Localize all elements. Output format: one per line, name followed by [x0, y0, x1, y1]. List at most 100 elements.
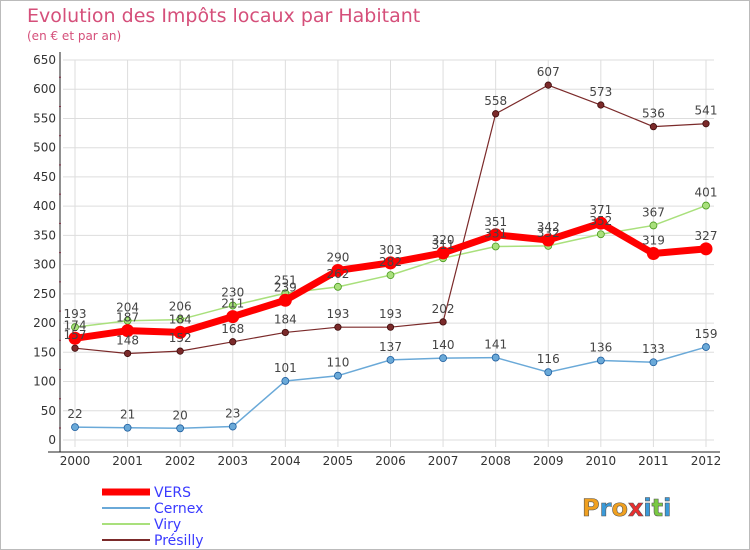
presilly-data-label: 193	[379, 307, 402, 321]
vers-point	[489, 228, 503, 242]
presilly-point	[176, 347, 184, 355]
viry-point	[334, 282, 342, 291]
viry-data-label: 251	[274, 273, 297, 287]
logo-text: Proxiti	[582, 494, 671, 522]
vers-data-label: 327	[695, 229, 718, 243]
viry-point	[71, 323, 79, 332]
vers-point	[436, 246, 450, 260]
cernex-data-label: 101	[274, 361, 297, 375]
y-tick-label: 200	[33, 316, 56, 330]
cernex-point	[71, 423, 79, 432]
cernex-data-label: 22	[67, 407, 82, 421]
data-labels: 22 21 20 23 101 110 137 140 141 116 136 133 159 193 20…	[64, 65, 718, 422]
vers-data-label: 320	[432, 233, 455, 247]
presilly-point	[123, 349, 132, 358]
vers-data-label: 187	[116, 311, 139, 325]
y-tick-label: 50	[41, 404, 56, 418]
viry-point	[386, 271, 395, 280]
presilly-point	[386, 323, 395, 331]
cernex-data-label: 21	[120, 408, 135, 422]
presilly-data-label: 202	[432, 302, 455, 316]
cernex-data-label: 140	[432, 338, 455, 352]
cernex-point	[281, 377, 290, 385]
viry-point	[649, 221, 658, 230]
vers-point	[121, 324, 135, 338]
legend-label: Cernex	[154, 501, 203, 517]
viry-point	[176, 315, 185, 324]
presilly-data-label: 148	[116, 333, 139, 347]
presilly-point	[439, 318, 447, 326]
presilly-data-label: 607	[537, 65, 560, 79]
y-tick-label: 300	[33, 258, 56, 272]
y-tick-label: 250	[33, 287, 56, 301]
x-tick-label: 2002	[165, 454, 196, 468]
presilly-data-label: 152	[169, 331, 192, 345]
y-tick-label: 0	[48, 433, 56, 447]
viry-data-label: 282	[379, 255, 402, 269]
cernex-data-label: 110	[326, 356, 349, 370]
x-tick-label: 2009	[533, 454, 564, 468]
cernex-point	[176, 424, 185, 433]
presilly-data-label: 573	[589, 85, 612, 99]
vers-point	[594, 216, 608, 230]
cernex-point	[228, 422, 237, 431]
cernex-point	[491, 353, 500, 362]
vers-point	[173, 325, 187, 339]
presilly-point	[649, 123, 658, 131]
vers-data-label: 211	[221, 297, 244, 311]
proxiti-logo: Proxiti	[582, 494, 672, 523]
viry-data-label: 262	[326, 267, 349, 281]
x-tick-label: 2008	[480, 454, 511, 468]
y-tick-label: 450	[33, 170, 56, 184]
presilly-point	[334, 323, 342, 331]
cernex-point	[439, 354, 447, 363]
presilly-data-label: 536	[642, 107, 665, 121]
vers-data-label: 371	[589, 203, 612, 217]
cernex-data-label: 136	[589, 340, 612, 354]
cernex-data-label: 116	[537, 352, 560, 366]
x-tick-label: 2005	[323, 454, 354, 468]
presilly-data-label: 184	[274, 312, 297, 326]
cernex-point	[544, 368, 553, 377]
grid	[63, 59, 714, 447]
x-tick-label: 2010	[586, 454, 617, 468]
presilly-data-label: 541	[695, 104, 718, 118]
viry-data-label: 332	[537, 226, 560, 240]
cernex-data-label: 159	[695, 327, 718, 341]
x-tick-label: 2004	[270, 454, 301, 468]
y-tick-label: 100	[33, 375, 56, 389]
viry-data-label: 204	[116, 301, 139, 315]
presilly-point	[229, 338, 237, 346]
chart-title: Evolution des Impôts locaux par Habitant	[27, 5, 420, 27]
x-tick-label: 2012	[691, 454, 722, 468]
viry-data-label: 206	[169, 300, 192, 314]
vers-point	[384, 256, 397, 270]
vers-data-label: 342	[537, 220, 560, 234]
viry-data-label: 311	[432, 238, 455, 252]
legend-label: Viry	[154, 517, 181, 533]
viry-point	[228, 301, 237, 310]
viry-data-label: 367	[642, 205, 665, 219]
chart-subtitle: (en € et par an)	[27, 29, 121, 43]
presilly-point	[597, 101, 605, 109]
x-tick-label: 2003	[217, 454, 248, 468]
vers-data-label: 290	[326, 250, 349, 264]
cernex-data-label: 23	[225, 407, 240, 421]
presilly-point	[544, 81, 552, 89]
y-tick-label: 650	[33, 53, 56, 67]
cernex-data-label: 133	[642, 342, 665, 356]
cernex-point	[649, 358, 658, 367]
y-tick-label: 600	[33, 82, 56, 96]
viry-data-label: 352	[589, 214, 612, 228]
vers-point	[278, 293, 292, 307]
presilly-point	[702, 120, 710, 128]
presilly-point	[492, 110, 500, 118]
presilly-point	[281, 328, 289, 337]
cernex-data-label: 141	[484, 338, 507, 352]
viry-data-label: 331	[484, 226, 507, 240]
y-tick-label: 400	[33, 199, 56, 213]
viry-point	[596, 230, 605, 239]
vers-data-label: 184	[169, 312, 192, 326]
presilly-point	[71, 344, 79, 352]
y-tick-label: 550	[33, 111, 56, 125]
